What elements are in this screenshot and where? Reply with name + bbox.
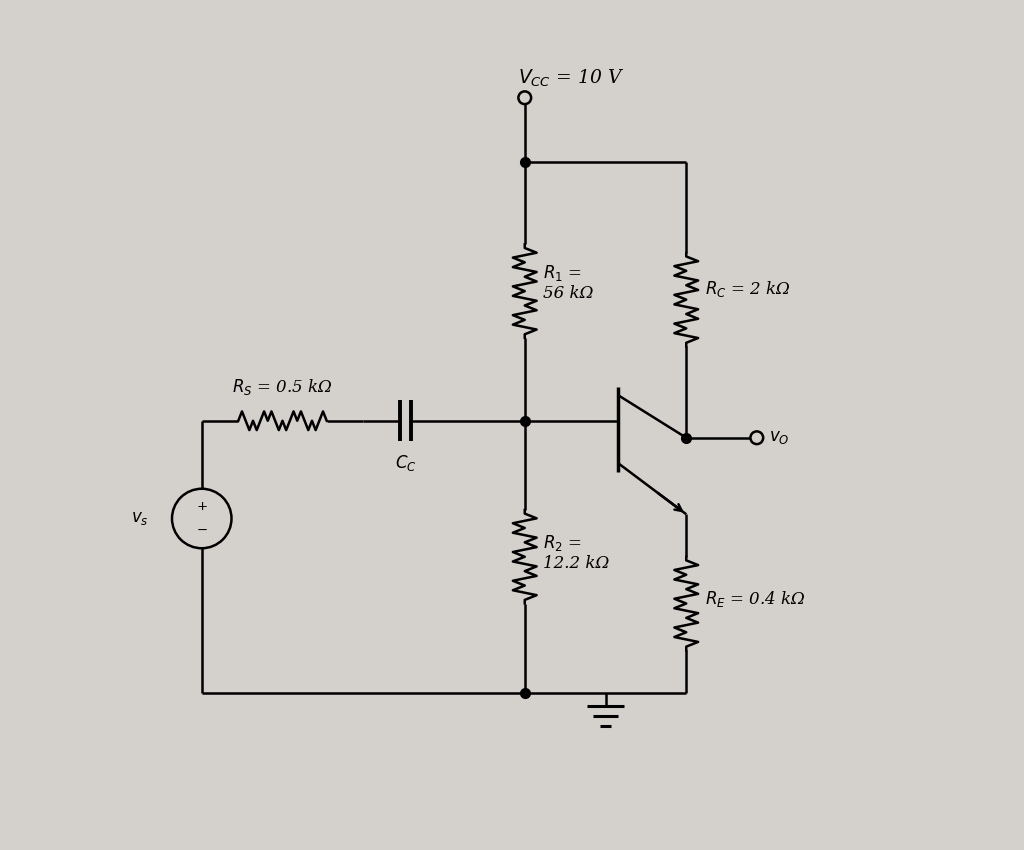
Text: $R_E$ = 0.4 kΩ: $R_E$ = 0.4 kΩ [705,589,806,609]
Text: $R_S$ = 0.5 kΩ: $R_S$ = 0.5 kΩ [232,377,333,397]
Text: $R_2$ =
12.2 kΩ: $R_2$ = 12.2 kΩ [544,533,609,572]
Text: $R_C$ = 2 kΩ: $R_C$ = 2 kΩ [705,280,791,299]
Text: $C_C$: $C_C$ [395,453,417,473]
Text: $v_O$: $v_O$ [769,429,790,446]
Text: $V_{CC}$ = 10 V: $V_{CC}$ = 10 V [518,68,625,89]
Text: +: + [197,500,207,513]
Text: $R_1$ =
56 kΩ: $R_1$ = 56 kΩ [544,263,594,303]
Text: $v_s$: $v_s$ [131,510,150,527]
Text: −: − [197,524,207,537]
